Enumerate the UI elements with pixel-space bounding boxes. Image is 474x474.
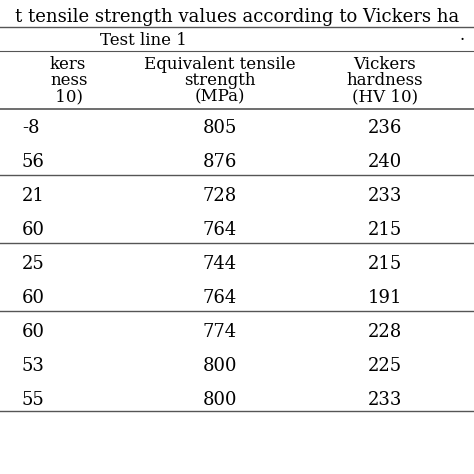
Text: 228: 228 [368, 323, 402, 341]
Text: 764: 764 [203, 221, 237, 239]
Text: strength: strength [184, 72, 256, 89]
Text: t tensile strength values according to Vickers ha: t tensile strength values according to V… [15, 8, 459, 26]
Text: 236: 236 [368, 119, 402, 137]
Text: 764: 764 [203, 289, 237, 307]
Text: ness: ness [50, 72, 88, 89]
Text: 774: 774 [203, 323, 237, 341]
Text: 800: 800 [203, 391, 237, 409]
Text: 56: 56 [22, 153, 45, 171]
Text: 10): 10) [50, 88, 83, 105]
Text: hardness: hardness [346, 72, 423, 89]
Text: Test line 1: Test line 1 [100, 32, 187, 49]
Text: 53: 53 [22, 357, 45, 375]
Text: 744: 744 [203, 255, 237, 273]
Text: 233: 233 [368, 391, 402, 409]
Text: 233: 233 [368, 187, 402, 205]
Text: 215: 215 [368, 221, 402, 239]
Text: Vickers: Vickers [354, 56, 416, 73]
Text: 728: 728 [203, 187, 237, 205]
Text: 60: 60 [22, 289, 45, 307]
Text: 240: 240 [368, 153, 402, 171]
Text: ·: · [460, 32, 465, 49]
Text: 805: 805 [203, 119, 237, 137]
Text: 225: 225 [368, 357, 402, 375]
Text: Equivalent tensile: Equivalent tensile [144, 56, 296, 73]
Text: 800: 800 [203, 357, 237, 375]
Text: 60: 60 [22, 221, 45, 239]
Text: 25: 25 [22, 255, 45, 273]
Text: 876: 876 [203, 153, 237, 171]
Text: (HV 10): (HV 10) [352, 88, 418, 105]
Text: 60: 60 [22, 323, 45, 341]
Text: -8: -8 [22, 119, 39, 137]
Text: kers: kers [50, 56, 86, 73]
Text: 55: 55 [22, 391, 45, 409]
Text: 191: 191 [368, 289, 402, 307]
Text: (MPa): (MPa) [195, 88, 245, 105]
Text: 21: 21 [22, 187, 45, 205]
Text: 215: 215 [368, 255, 402, 273]
